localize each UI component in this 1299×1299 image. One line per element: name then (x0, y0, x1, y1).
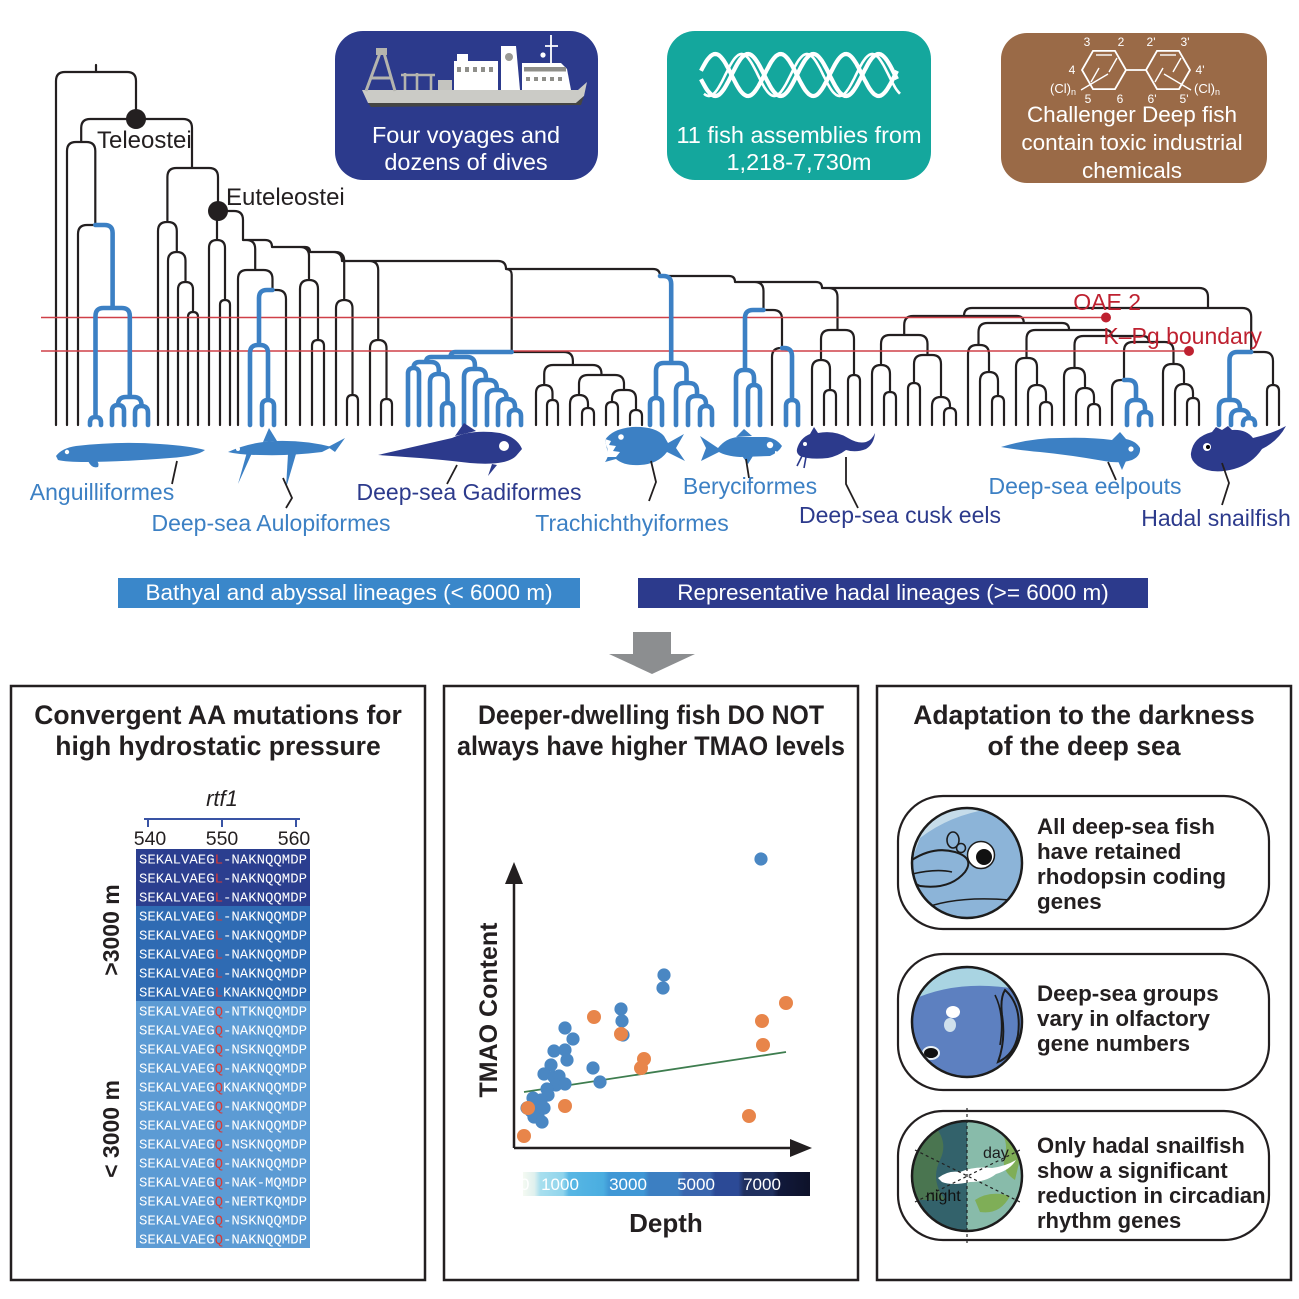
svg-text:3000: 3000 (609, 1175, 647, 1194)
svg-text:SEKALVAEGL-NAKNQQMDP: SEKALVAEGL-NAKNQQMDP (139, 852, 307, 868)
svg-text:560: 560 (278, 828, 311, 850)
svg-text:550: 550 (206, 828, 239, 850)
svg-text:Depth: Depth (629, 1208, 703, 1238)
svg-text:SEKALVAEGL-NAKNQQMDP: SEKALVAEGL-NAKNQQMDP (139, 966, 307, 982)
svg-text:Beryciformes: Beryciformes (683, 473, 817, 499)
svg-text:2': 2' (1147, 35, 1156, 49)
svg-text:of the deep sea: of the deep sea (988, 731, 1181, 761)
svg-text:Deep-sea eelpouts: Deep-sea eelpouts (988, 473, 1181, 499)
svg-text:5': 5' (1180, 92, 1189, 106)
svg-text:(Cl)n: (Cl)n (1050, 81, 1076, 97)
svg-text:5: 5 (1085, 92, 1092, 106)
svg-text:Teleostei: Teleostei (97, 127, 192, 154)
svg-text:SEKALVAEGQ-NAKNQQMDP: SEKALVAEGQ-NAKNQQMDP (139, 1099, 307, 1115)
svg-text:night: night (926, 1188, 961, 1205)
svg-text:2: 2 (1118, 35, 1125, 49)
svg-text:reduction in circadian: reduction in circadian (1037, 1183, 1266, 1208)
svg-text:1,218-7,730m: 1,218-7,730m (726, 149, 871, 175)
svg-text:Deep-sea groups: Deep-sea groups (1037, 981, 1219, 1006)
svg-text:SEKALVAEGL-NAKNQQMDP: SEKALVAEGL-NAKNQQMDP (139, 928, 307, 944)
svg-text:Euteleostei: Euteleostei (226, 184, 345, 211)
svg-text:All deep-sea fish: All deep-sea fish (1037, 814, 1215, 839)
svg-text:SEKALVAEGQ-NAK-MQMDP: SEKALVAEGQ-NAK-MQMDP (139, 1175, 307, 1191)
svg-text:dozens of dives: dozens of dives (384, 149, 547, 175)
svg-text:6': 6' (1148, 92, 1157, 106)
svg-text:SEKALVAEGQ-NTKNQQMDP: SEKALVAEGQ-NTKNQQMDP (139, 1004, 307, 1020)
svg-text:genes: genes (1037, 889, 1102, 914)
svg-text:4': 4' (1196, 63, 1205, 77)
svg-text:chemicals: chemicals (1082, 158, 1182, 183)
svg-text:3: 3 (1084, 35, 1091, 49)
svg-text:TMAO Content: TMAO Content (475, 922, 503, 1098)
svg-text:SEKALVAEGQKNAKNQQMDP: SEKALVAEGQKNAKNQQMDP (139, 1080, 307, 1096)
svg-text:Bathyal and abyssal lineages (: Bathyal and abyssal lineages (< 6000 m) (145, 580, 552, 605)
svg-text:5000: 5000 (677, 1175, 715, 1194)
svg-text:3': 3' (1181, 35, 1190, 49)
svg-text:7000: 7000 (743, 1175, 781, 1194)
svg-text:SEKALVAEGQ-NAKNQQMDP: SEKALVAEGQ-NAKNQQMDP (139, 1156, 307, 1172)
svg-text:< 3000 m: < 3000 m (98, 1080, 124, 1178)
svg-text:Adaptation to the darkness: Adaptation to the darkness (913, 700, 1255, 730)
svg-text:SEKALVAEGQ-NSKNQQMDP: SEKALVAEGQ-NSKNQQMDP (139, 1137, 307, 1153)
svg-text:rhythm genes: rhythm genes (1037, 1208, 1181, 1233)
svg-text:SEKALVAEGQ-NAKNQQMDP: SEKALVAEGQ-NAKNQQMDP (139, 1232, 307, 1248)
svg-text:SEKALVAEGLKNAKNQQMDP: SEKALVAEGLKNAKNQQMDP (139, 985, 307, 1001)
svg-text:SEKALVAEGL-NAKNQQMDP: SEKALVAEGL-NAKNQQMDP (139, 947, 307, 963)
svg-text:Deep-sea Gadiformes: Deep-sea Gadiformes (357, 479, 582, 505)
svg-text:Deep-sea cusk eels: Deep-sea cusk eels (799, 502, 1001, 528)
svg-text:SEKALVAEGQ-NAKNQQMDP: SEKALVAEGQ-NAKNQQMDP (139, 1061, 307, 1077)
svg-text:SEKALVAEGQ-NSKNQQMDP: SEKALVAEGQ-NSKNQQMDP (139, 1042, 307, 1058)
svg-text:0: 0 (520, 1175, 529, 1194)
svg-text:4: 4 (1069, 63, 1076, 77)
svg-text:rtf1: rtf1 (206, 786, 238, 811)
svg-text:Deeper-dwelling fish DO NOT: Deeper-dwelling fish DO NOT (478, 700, 824, 730)
svg-text:OAE 2: OAE 2 (1073, 289, 1141, 315)
svg-text:SEKALVAEGQ-NSKNQQMDP: SEKALVAEGQ-NSKNQQMDP (139, 1213, 307, 1229)
svg-text:vary in olfactory: vary in olfactory (1037, 1006, 1211, 1031)
svg-text:Hadal snailfish: Hadal snailfish (1141, 505, 1291, 531)
svg-text:SEKALVAEGL-NAKNQQMDP: SEKALVAEGL-NAKNQQMDP (139, 909, 307, 925)
svg-text:SEKALVAEGL-NAKNQQMDP: SEKALVAEGL-NAKNQQMDP (139, 890, 307, 906)
svg-text:6: 6 (1117, 92, 1124, 106)
svg-text:SEKALVAEGQ-NAKNQQMDP: SEKALVAEGQ-NAKNQQMDP (139, 1023, 307, 1039)
svg-text:Challenger Deep fish: Challenger Deep fish (1027, 102, 1237, 127)
svg-text:Deep-sea Aulopiformes: Deep-sea Aulopiformes (151, 510, 390, 536)
svg-text:SEKALVAEGQ-NAKNQQMDP: SEKALVAEGQ-NAKNQQMDP (139, 1118, 307, 1134)
svg-text:(Cl)n: (Cl)n (1194, 81, 1220, 97)
svg-text:11 fish assemblies from: 11 fish assemblies from (676, 122, 921, 148)
svg-text:1000: 1000 (541, 1175, 579, 1194)
svg-text:K–Pg boundary: K–Pg boundary (1103, 323, 1262, 349)
svg-text:gene numbers: gene numbers (1037, 1031, 1190, 1056)
svg-text:540: 540 (134, 828, 167, 850)
svg-text:Four voyages and: Four voyages and (372, 122, 560, 148)
svg-text:Only hadal snailfish: Only hadal snailfish (1037, 1133, 1245, 1158)
svg-text:Representative hadal lineages: Representative hadal lineages (>= 6000 m… (677, 580, 1109, 605)
svg-text:rhodopsin coding: rhodopsin coding (1037, 864, 1226, 889)
svg-text:Convergent AA mutations for: Convergent AA mutations for (34, 700, 402, 730)
svg-text:contain toxic industrial: contain toxic industrial (1021, 130, 1242, 155)
svg-text:show a significant: show a significant (1037, 1158, 1228, 1183)
svg-text:high hydrostatic pressure: high hydrostatic pressure (55, 731, 380, 761)
svg-text:>3000 m: >3000 m (98, 884, 124, 975)
svg-text:have retained: have retained (1037, 839, 1181, 864)
svg-text:Anguilliformes: Anguilliformes (30, 479, 174, 505)
svg-text:day: day (983, 1145, 1009, 1162)
svg-text:always have higher TMAO levels: always have higher TMAO levels (457, 731, 845, 761)
svg-text:Trachichthyiformes: Trachichthyiformes (535, 510, 728, 536)
svg-text:SEKALVAEGQ-NERTKQMDP: SEKALVAEGQ-NERTKQMDP (139, 1194, 307, 1210)
svg-text:SEKALVAEGL-NAKNQQMDP: SEKALVAEGL-NAKNQQMDP (139, 871, 307, 887)
